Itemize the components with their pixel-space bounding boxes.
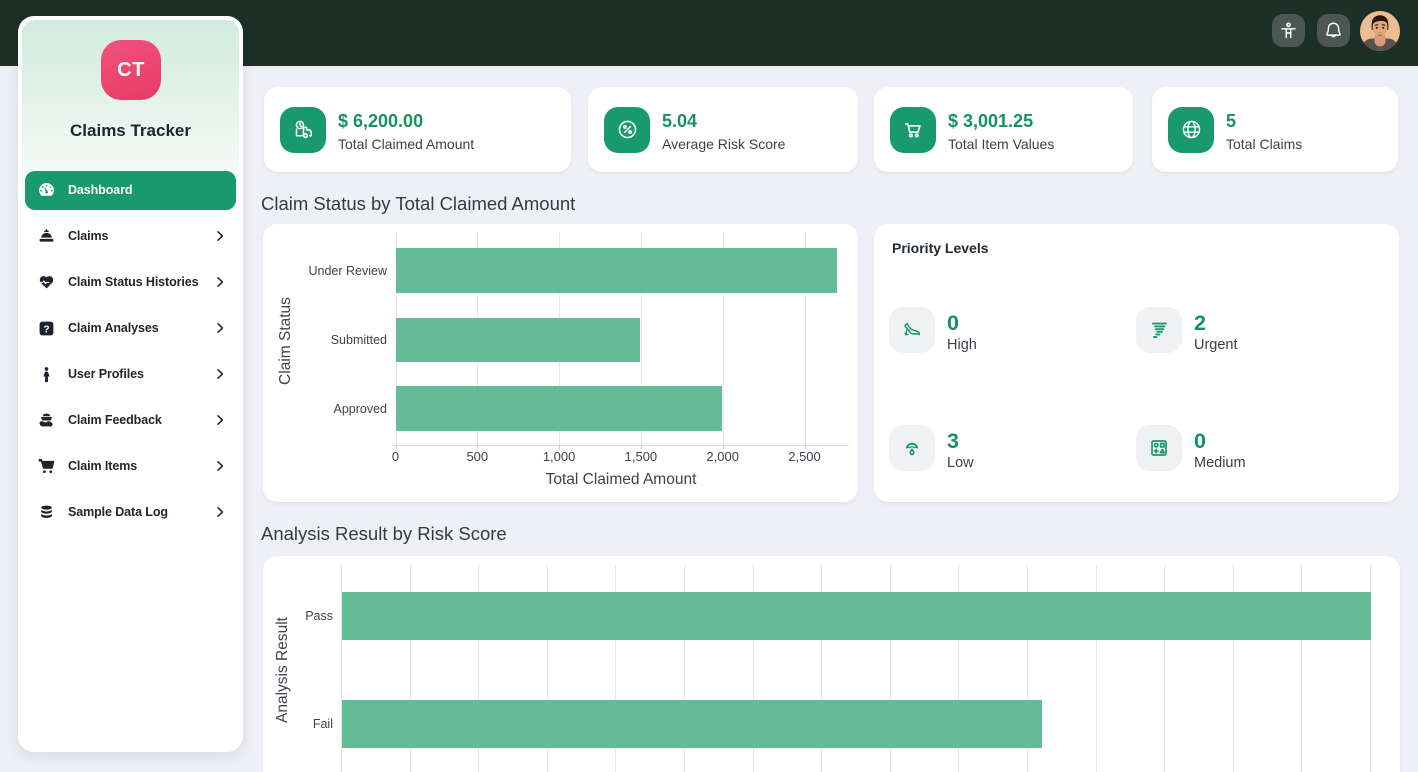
svg-text:?: ?	[43, 324, 49, 335]
